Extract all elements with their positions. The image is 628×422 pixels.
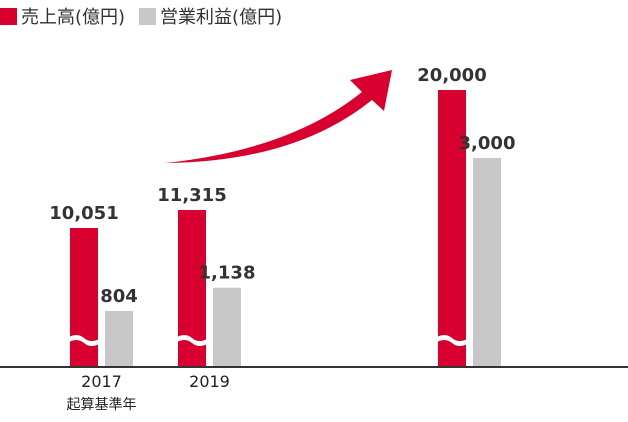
profit-bar-1 [213,287,241,367]
profit-value-label-1: 1,138 [199,263,256,284]
x-tick-sublabel-0: 起算基準年 [67,396,137,413]
axis-break-0 [67,335,101,346]
axis-break-1 [175,335,209,346]
sales-bar-2 [438,90,466,367]
legend-label-sales: 売上高(億円) [21,7,126,28]
legend-label-profit: 営業利益(億円) [160,7,283,28]
legend: 売上高(億円) 営業利益(億円) [0,3,296,29]
profit-value-label-0: 804 [100,286,138,307]
sales-value-label-1: 11,315 [157,185,226,206]
sales-bar-0 [70,228,98,367]
x-tick-label-0: 2017 [81,372,122,391]
axis-break-2 [435,335,469,346]
profit-bar-2 [473,158,501,367]
profit-bar-0 [105,310,133,367]
legend-swatch-profit [139,7,157,25]
legend-item-sales: 売上高(億円) [0,3,125,29]
trend-arrow [165,70,392,163]
x-tick-label-1: 2019 [189,372,230,391]
legend-swatch-sales [0,7,17,25]
sales-value-label-2: 20,000 [417,65,486,86]
profit-value-label-2: 3,000 [459,133,516,154]
legend-item-profit: 営業利益(億円) [139,3,282,29]
sales-value-label-0: 10,051 [49,203,118,224]
